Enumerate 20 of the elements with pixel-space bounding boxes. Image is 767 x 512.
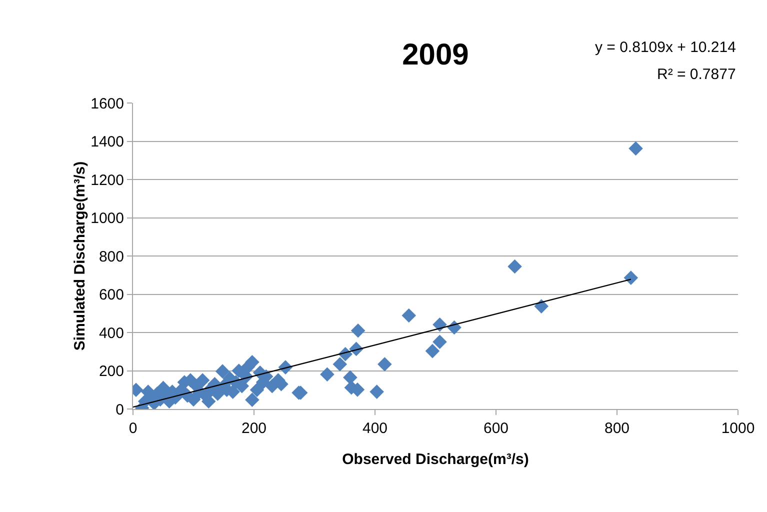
x-tick-label: 400 [362, 420, 388, 437]
text: R² = 0.7877 [657, 66, 736, 83]
y-tick-label: 600 [98, 286, 124, 304]
x-tick-label: 800 [604, 420, 630, 437]
y-tick-label: 1600 [90, 95, 124, 112]
chart-title: 2009 [402, 38, 469, 72]
x-tick-label: 0 [128, 420, 138, 437]
y-axis-title: Simulated Discharge(m³/s) [72, 161, 89, 351]
y-tick-label: 1200 [90, 172, 124, 189]
x-tick-label: 200 [241, 420, 267, 437]
y-tick-label: 1000 [90, 210, 124, 227]
x-axis-title: Observed Discharge(m³/s) [342, 451, 529, 468]
x-tick-label: 600 [483, 420, 509, 437]
text: y = 0.8109x + 10.214 [595, 39, 736, 56]
y-tick-label: 800 [98, 248, 124, 266]
y-tick-label: 200 [98, 363, 124, 380]
x-tick-label: 1000 [721, 420, 755, 437]
y-tick-label: 1400 [90, 134, 124, 150]
y-tick-label: 0 [116, 401, 124, 418]
y-tick-label: 400 [98, 324, 124, 342]
